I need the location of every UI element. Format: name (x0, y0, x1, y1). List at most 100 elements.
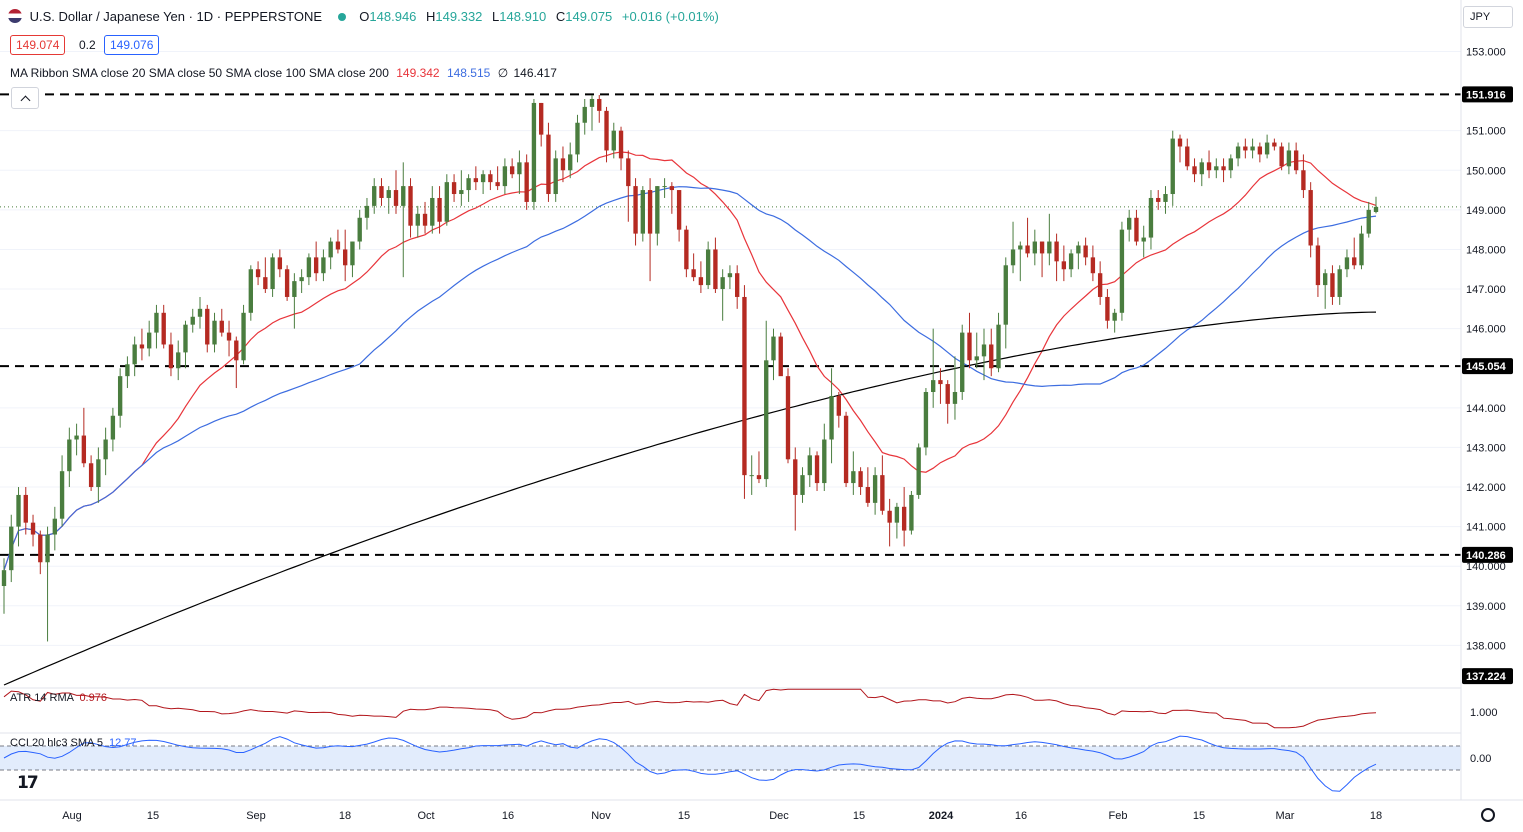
candle (335, 229, 341, 254)
candle (473, 166, 479, 191)
candle-body (248, 269, 253, 313)
price-tick-label: 149.000 (1466, 205, 1506, 217)
candle-body (1301, 170, 1306, 191)
candle (880, 455, 885, 515)
candle-body (539, 102, 544, 135)
candle (829, 368, 834, 464)
time-tick-label: 15 (853, 810, 865, 822)
candle-body (640, 190, 645, 234)
candle-body (306, 257, 312, 278)
ma200-value: 146.417 (513, 66, 557, 80)
candle-body (1068, 253, 1074, 270)
level-tag-label: 137.224 (1466, 671, 1507, 683)
candle (1192, 158, 1197, 183)
candle (357, 209, 362, 250)
candle (9, 514, 14, 583)
candle (865, 467, 871, 507)
candle (103, 427, 108, 476)
candle (1206, 150, 1212, 179)
candle (822, 423, 827, 491)
candle (749, 455, 754, 495)
candle-body (88, 463, 94, 488)
candle-body (713, 249, 718, 290)
candle-body (321, 257, 326, 274)
candle-body (814, 455, 820, 484)
us-flag-icon (8, 9, 22, 23)
candle-body (205, 308, 210, 345)
candle (1177, 134, 1183, 163)
sell-price-button[interactable]: 149.074 (10, 35, 66, 55)
symbol-title[interactable]: U.S. Dollar / Japanese Yen · 1D · PEPPER… (29, 9, 323, 24)
collapse-legend-button[interactable] (11, 87, 39, 109)
candle (894, 502, 900, 539)
candle-body (1061, 261, 1067, 270)
candle-body (212, 320, 217, 345)
ma-ribbon-legend[interactable]: MA Ribbon SMA close 20 SMA close 50 SMA … (10, 66, 557, 80)
candle (328, 237, 333, 270)
candle-body (887, 510, 892, 523)
cci-axis-label: 0.00 (1470, 753, 1491, 765)
candle-body (843, 415, 849, 484)
candle (1090, 245, 1096, 282)
candle-body (502, 166, 508, 187)
candle (292, 273, 297, 329)
candle-body (386, 190, 391, 198)
time-tick-label: Oct (417, 810, 434, 822)
sma20-line (3, 151, 1377, 571)
candle-body (495, 182, 500, 187)
candle-body (698, 277, 704, 286)
candle (219, 308, 224, 337)
candle (887, 498, 892, 547)
candle-body (444, 182, 449, 222)
ohlc-open-label: O (359, 9, 370, 24)
candle (1272, 138, 1277, 151)
candle (343, 229, 348, 282)
ma20-value: 149.342 (396, 66, 440, 80)
candle-body (1337, 269, 1342, 297)
candle-body (364, 205, 370, 218)
candle-body (1083, 245, 1088, 258)
price-tick-label: 147.000 (1466, 284, 1506, 296)
candle (1112, 308, 1117, 333)
candle-body (836, 395, 841, 416)
candle (923, 388, 929, 456)
cci-label: CCI 20 hlc3 SMA 5 (10, 737, 103, 749)
candle-body (1097, 273, 1103, 297)
ohlc-low-label: L (492, 9, 500, 24)
candle-body (1010, 249, 1016, 266)
time-tick-label: 18 (339, 810, 351, 822)
candle-body (81, 435, 87, 464)
candle-body (1185, 146, 1190, 167)
candle (742, 285, 747, 499)
atr-legend[interactable]: ATR 14 RMA 0.976 (10, 692, 107, 704)
candle (604, 106, 609, 163)
candle-body (74, 435, 79, 440)
candle-body (909, 494, 914, 531)
candle-body (1156, 197, 1161, 202)
candle (989, 328, 994, 377)
candle (1047, 213, 1052, 266)
candle (633, 178, 638, 246)
settings-gear-icon[interactable] (1481, 808, 1495, 822)
candle (495, 166, 500, 191)
price-tick-label: 150.000 (1466, 165, 1506, 177)
candle-body (1264, 142, 1270, 155)
candle (967, 312, 972, 369)
candle (125, 356, 130, 389)
candle (1163, 186, 1168, 214)
candle-body (52, 518, 57, 535)
time-tick-label: 15 (1193, 810, 1205, 822)
currency-selector[interactable]: JPY (1463, 6, 1513, 28)
candle (488, 170, 493, 191)
candle (771, 328, 776, 381)
cci-legend[interactable]: CCI 20 hlc3 SMA 5 12.77 (10, 737, 137, 749)
ohlc-close-label: C (555, 9, 566, 24)
candle (1018, 241, 1023, 282)
candle (1185, 138, 1190, 171)
price-tick-label: 146.000 (1466, 324, 1506, 336)
level-tag-label: 151.916 (1466, 89, 1506, 101)
candle-body (771, 336, 776, 361)
candle-body (546, 134, 551, 195)
buy-price-button[interactable]: 149.076 (104, 35, 160, 55)
